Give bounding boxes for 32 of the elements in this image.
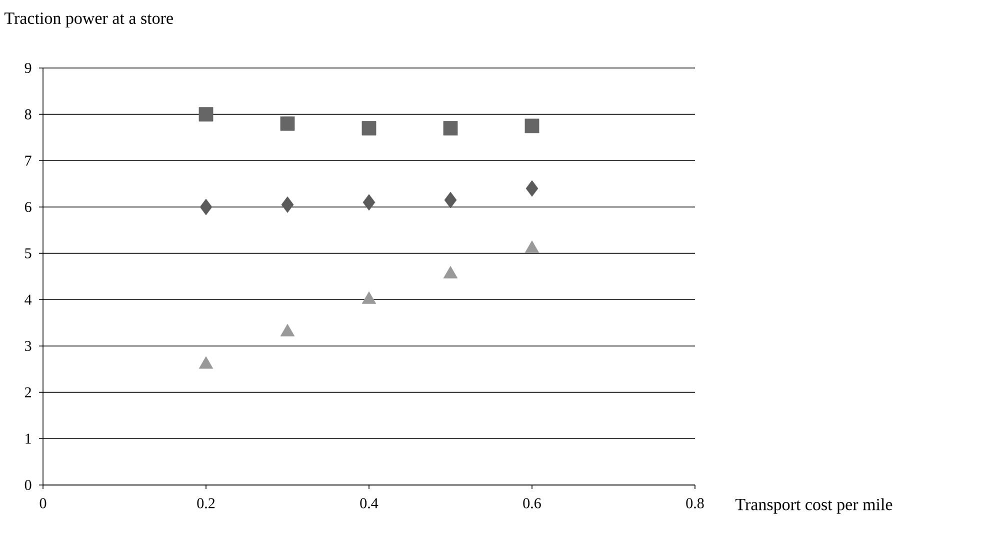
y-tick-label: 6 bbox=[24, 202, 32, 212]
y-tick-label: 4 bbox=[24, 294, 32, 305]
y-tick-label: 3 bbox=[25, 340, 32, 352]
x-tick-label: 0.2 bbox=[197, 498, 215, 508]
x-tick-label: 0.6 bbox=[523, 498, 541, 508]
point bbox=[524, 240, 540, 253]
point bbox=[444, 192, 457, 208]
y-tick-label: 2 bbox=[24, 387, 31, 398]
x-tick-label: 0.8 bbox=[686, 498, 704, 508]
point bbox=[280, 324, 295, 336]
point bbox=[362, 291, 376, 304]
point bbox=[362, 121, 376, 136]
y-tick-label: 5 bbox=[25, 248, 32, 258]
y-tick-label: 9 bbox=[24, 62, 32, 74]
chart-title: Traction power at a store bbox=[4, 12, 173, 28]
x-tick-label: 0 bbox=[40, 498, 46, 508]
point bbox=[526, 180, 538, 197]
point bbox=[198, 107, 214, 122]
x-axis-title: Transport cost per mile bbox=[736, 498, 892, 514]
point bbox=[443, 266, 458, 278]
point bbox=[362, 194, 376, 211]
point bbox=[200, 198, 212, 216]
y-tick-label: 1 bbox=[26, 434, 31, 444]
y-tick-label: 8 bbox=[24, 109, 32, 120]
point bbox=[524, 118, 540, 134]
point bbox=[280, 116, 295, 131]
point bbox=[281, 196, 294, 213]
y-tick-label: 0 bbox=[24, 480, 32, 490]
point bbox=[443, 121, 458, 136]
x-tick-label: 0.4 bbox=[360, 498, 378, 508]
point bbox=[198, 356, 214, 369]
y-tick-label: 7 bbox=[25, 156, 32, 166]
